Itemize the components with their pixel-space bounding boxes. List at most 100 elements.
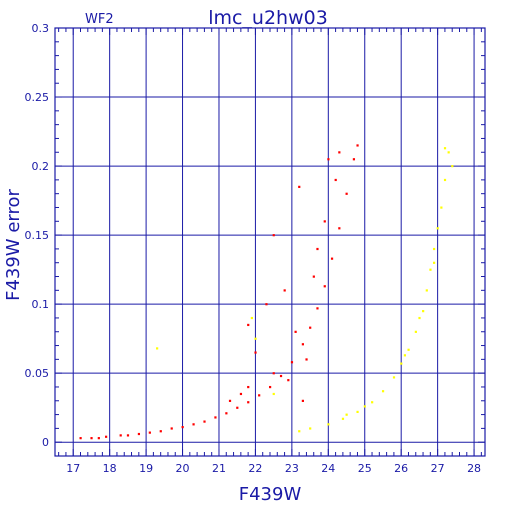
yellow-point [429, 268, 432, 271]
yellow-point [403, 354, 407, 357]
tick-labels: 17 18 19 20 21 22 23 24 25 26 27 28 0 0.05 0.1 0.15 0.2 0… [25, 22, 482, 475]
red-point [159, 430, 162, 433]
yellow-point [432, 247, 436, 251]
yellow-point [436, 227, 439, 230]
y-tick-label: 0 [42, 436, 49, 449]
y-tick-label: 0.25 [25, 91, 50, 104]
red-point [192, 423, 195, 426]
red-point [305, 358, 308, 361]
red-point [269, 385, 272, 389]
yellow-point [425, 289, 428, 292]
red-point [272, 372, 275, 375]
red-point [247, 401, 250, 404]
x-tick-label: 18 [103, 462, 117, 475]
yellow-point [156, 347, 159, 350]
yellow-point [272, 392, 275, 396]
red-point [345, 192, 348, 195]
red-point [330, 257, 334, 260]
red-point [236, 406, 239, 409]
ticks [55, 27, 485, 456]
red-point [290, 361, 294, 364]
red-point [301, 343, 304, 346]
yellow-point [443, 178, 447, 182]
red-point [265, 303, 268, 306]
yellow-point [298, 430, 301, 433]
red-point [170, 427, 173, 430]
panel-label: WF2 [85, 12, 114, 27]
yellow-point [414, 330, 417, 333]
red-point [126, 434, 130, 437]
x-tick-label: 26 [394, 462, 408, 475]
red-point [334, 178, 337, 182]
red-point [90, 437, 93, 440]
yellow-point [356, 410, 359, 414]
y-tick-label: 0.15 [25, 229, 50, 242]
red-point [137, 432, 141, 436]
yellow-point [345, 413, 348, 416]
yellow-point [392, 376, 396, 379]
red-point [119, 434, 122, 437]
x-tick-label: 21 [212, 462, 226, 475]
x-tick-label: 19 [139, 462, 153, 475]
red-point [316, 247, 319, 251]
yellow-point [363, 405, 366, 408]
yellow-point [309, 427, 312, 430]
red-point [327, 158, 330, 161]
red-point [338, 227, 341, 230]
red-point [316, 307, 319, 310]
y-tick-label: 0.2 [32, 160, 50, 173]
red-point [301, 399, 304, 402]
red-point [228, 399, 232, 402]
red-point [312, 275, 315, 278]
red-point [323, 285, 326, 288]
plot-frame [54, 27, 486, 457]
yellow-point [422, 310, 425, 313]
x-tick-label: 25 [358, 462, 372, 475]
red-point [283, 289, 286, 292]
x-tick-label: 27 [431, 462, 445, 475]
red-point [247, 323, 250, 327]
chart-title: lmc_u2hw03 [208, 7, 328, 29]
y-tick-label: 0.05 [25, 367, 50, 380]
yellow-point [327, 423, 330, 426]
yellow-point [250, 316, 253, 320]
x-tick-label: 28 [467, 462, 481, 475]
red-point [323, 220, 326, 223]
x-tick-label: 17 [66, 462, 80, 475]
red-point [105, 435, 108, 438]
red-point [352, 158, 356, 161]
red-point [298, 185, 301, 188]
red-point [79, 437, 82, 440]
yellow-point [400, 362, 403, 365]
x-tick-label: 20 [176, 462, 190, 475]
data-points [79, 144, 454, 440]
red-point [247, 385, 250, 389]
red-point [225, 412, 228, 415]
yellow-point [451, 165, 454, 168]
red-point [258, 394, 261, 397]
yellow-point [447, 151, 450, 154]
red-point [254, 351, 257, 354]
x-axis-label: F439W [239, 484, 302, 505]
red-point [338, 151, 341, 154]
red-point [214, 416, 217, 419]
red-point [148, 431, 151, 434]
red-point [97, 437, 100, 440]
yellow-point [341, 417, 345, 420]
red-point [294, 330, 297, 333]
red-point [356, 144, 359, 147]
red-point [181, 426, 184, 429]
grid [55, 27, 485, 456]
red-point [309, 326, 312, 329]
y-axis-label: F439W error [3, 189, 24, 301]
yellow-point [440, 206, 443, 209]
red-point [279, 374, 283, 378]
yellow-point [418, 316, 421, 320]
red-point [239, 392, 243, 396]
y-tick-label: 0.1 [32, 298, 50, 311]
yellow-point [443, 147, 447, 150]
x-tick-label: 22 [248, 462, 262, 475]
y-tick-label: 0.3 [32, 22, 50, 35]
yellow-point [432, 261, 436, 264]
